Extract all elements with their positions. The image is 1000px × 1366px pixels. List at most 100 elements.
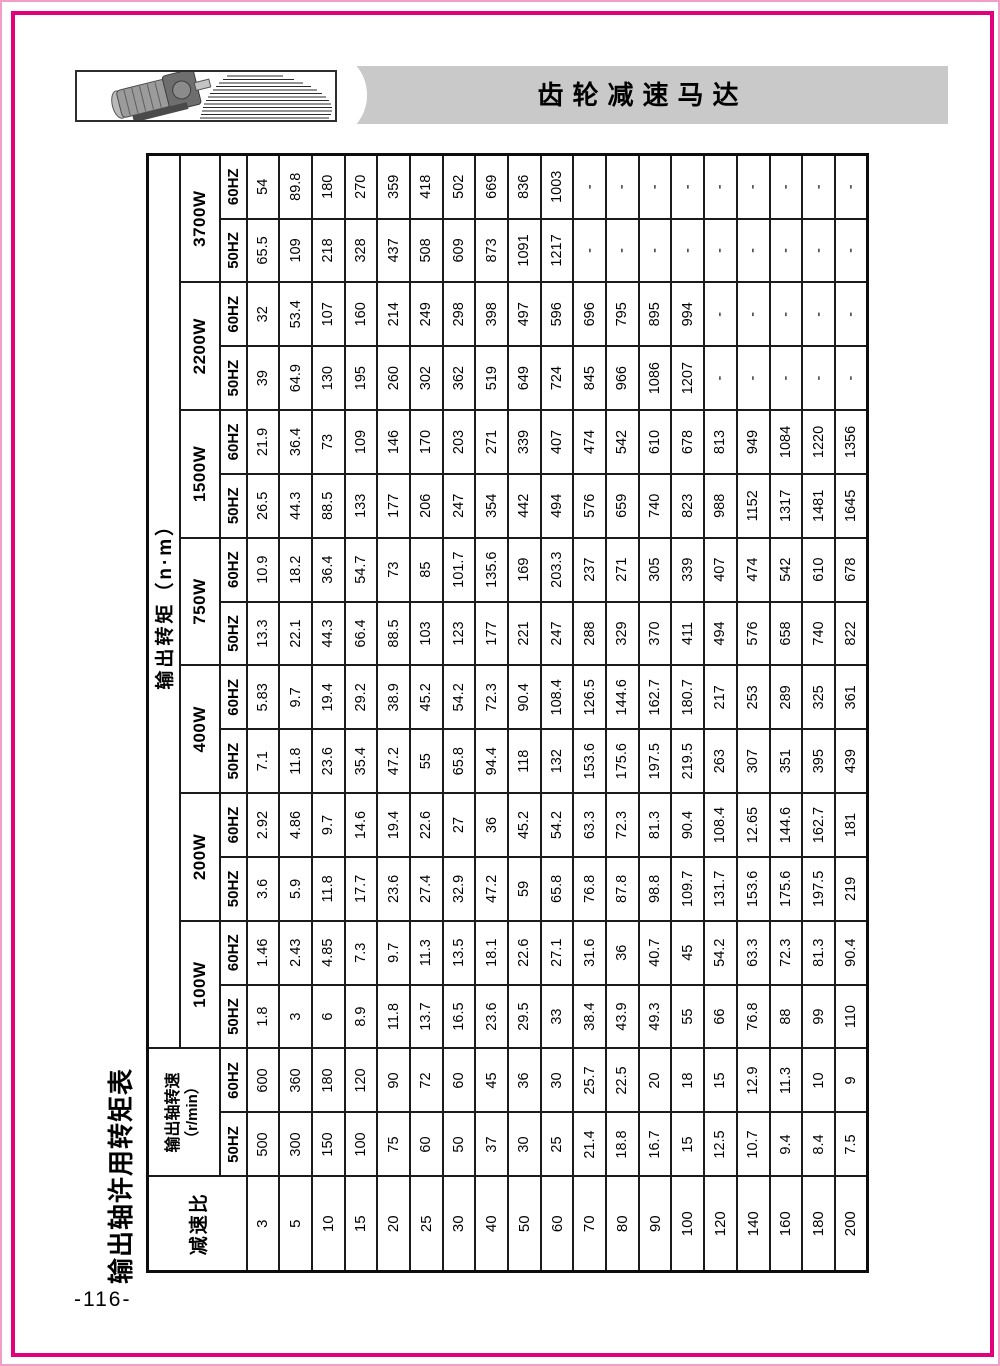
data-cell: 65.5	[246, 218, 280, 283]
data-cell: 103	[409, 601, 443, 666]
data-cell: 895	[638, 282, 672, 347]
data-cell: 63.3	[573, 793, 607, 857]
data-cell: 144.6	[769, 793, 803, 857]
data-cell: 108.4	[704, 793, 737, 857]
data-cell: 197.5	[802, 856, 835, 921]
data-cell: 40.7	[638, 920, 672, 985]
data-cell: 88	[769, 984, 803, 1049]
header-speed: 输出轴转速 （r/min）	[147, 1048, 220, 1177]
speed-value-cell: 60	[409, 1112, 443, 1177]
speed-value-cell: 16.7	[638, 1112, 672, 1177]
data-cell: 27.4	[409, 856, 443, 921]
ratio-value-cell: 160	[769, 1176, 803, 1272]
data-cell: 795	[606, 282, 639, 347]
data-cell: 11.8	[377, 984, 410, 1049]
data-cell: 5.83	[246, 665, 280, 730]
data-cell: 22.6	[508, 920, 541, 985]
data-cell: 108.4	[540, 665, 574, 730]
data-cell: 133	[344, 473, 378, 538]
data-cell: 131.7	[704, 856, 737, 921]
data-cell: 13.5	[442, 920, 476, 985]
data-cell: 649	[508, 346, 541, 411]
data-cell: 180	[311, 154, 345, 219]
data-cell: -	[638, 218, 672, 283]
data-cell: 135.6	[475, 537, 508, 602]
data-cell: 542	[606, 410, 639, 474]
data-cell: 5.9	[279, 856, 312, 921]
data-cell: 23.6	[377, 856, 410, 921]
data-cell: 395	[802, 729, 835, 794]
data-cell: 73	[377, 537, 410, 602]
data-cell: 271	[606, 537, 639, 602]
data-cell: 90.4	[508, 665, 541, 730]
data-cell: 354	[475, 473, 508, 538]
data-cell: 22.6	[409, 793, 443, 857]
data-cell: -	[573, 218, 607, 283]
speed-value-cell: 7.5	[834, 1112, 868, 1177]
data-cell: 54	[246, 154, 280, 219]
data-cell: 54.2	[540, 793, 574, 857]
speed-value-cell: 72	[409, 1048, 443, 1113]
data-cell: 949	[736, 410, 770, 474]
data-cell: 169	[508, 537, 541, 602]
data-cell: 76.8	[736, 984, 770, 1049]
data-cell: 36.4	[311, 537, 345, 602]
data-cell: 107	[311, 282, 345, 347]
freq-label-50hz: 50HZ	[219, 473, 247, 538]
speed-value-cell: 36	[508, 1048, 541, 1113]
data-cell: 836	[508, 154, 541, 219]
data-cell: 27	[442, 793, 476, 857]
data-cell: -	[802, 346, 835, 411]
data-cell: -	[802, 154, 835, 219]
data-cell: 253	[736, 665, 770, 730]
data-cell: 339	[508, 410, 541, 474]
data-cell: 247	[540, 601, 574, 666]
data-cell: 325	[802, 665, 835, 730]
data-cell: 361	[834, 665, 868, 730]
data-cell: 118	[508, 729, 541, 794]
speed-value-cell: 90	[377, 1048, 410, 1113]
data-cell: 73	[311, 410, 345, 474]
data-cell: 123	[442, 601, 476, 666]
speed-value-cell: 600	[246, 1048, 280, 1113]
ratio-value-cell: 25	[409, 1176, 443, 1272]
data-cell: 175.6	[606, 729, 639, 794]
data-cell: 260	[377, 346, 410, 411]
data-cell: -	[834, 346, 868, 411]
ratio-value-cell: 20	[377, 1176, 410, 1272]
data-cell: 508	[409, 218, 443, 283]
data-cell: 1481	[802, 473, 835, 538]
speed-value-cell: 9.4	[769, 1112, 803, 1177]
freq-label-60hz: 60HZ	[219, 410, 247, 474]
data-cell: 63.3	[736, 920, 770, 985]
data-cell: 109	[279, 218, 312, 283]
data-cell: 153.6	[573, 729, 607, 794]
data-cell: 29.5	[508, 984, 541, 1049]
data-cell: 7.1	[246, 729, 280, 794]
data-cell: 64.9	[279, 346, 312, 411]
data-cell: 170	[409, 410, 443, 474]
data-cell: 17.7	[344, 856, 378, 921]
data-cell: 217	[704, 665, 737, 730]
data-cell: 329	[606, 601, 639, 666]
data-cell: -	[834, 218, 868, 283]
data-cell: 109.7	[671, 856, 705, 921]
data-cell: 38.9	[377, 665, 410, 730]
wattage-label: 3700W	[179, 154, 220, 283]
ratio-value-cell: 30	[442, 1176, 476, 1272]
data-cell: 19.4	[311, 665, 345, 730]
speed-value-cell: 18	[671, 1048, 705, 1113]
data-cell: 724	[540, 346, 574, 411]
data-cell: 474	[573, 410, 607, 474]
data-cell: 1.46	[246, 920, 280, 985]
speed-value-cell: 10.7	[736, 1112, 770, 1177]
speed-value-cell: 22.5	[606, 1048, 639, 1113]
data-cell: 13.3	[246, 601, 280, 666]
data-cell: 288	[573, 601, 607, 666]
data-cell: -	[638, 154, 672, 219]
data-cell: 36	[475, 793, 508, 857]
data-cell: -	[769, 154, 803, 219]
data-cell: 47.2	[475, 856, 508, 921]
data-cell: 609	[442, 218, 476, 283]
data-cell: 1356	[834, 410, 868, 474]
